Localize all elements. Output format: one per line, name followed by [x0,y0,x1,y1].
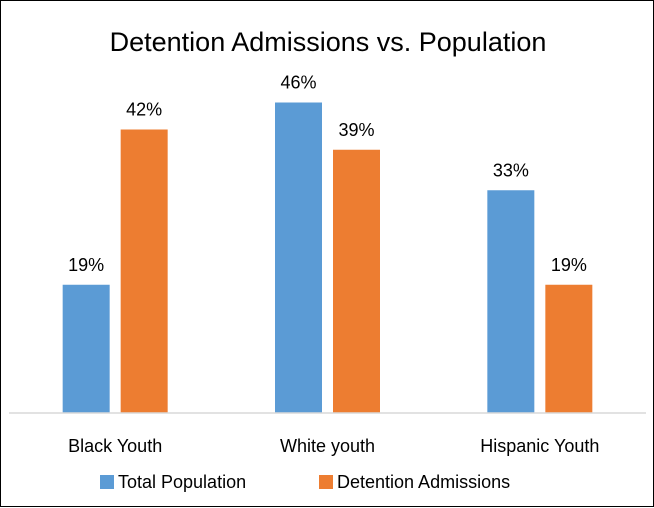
bars-layer [62,102,593,413]
legend: Total Population Detention Admissions [100,472,510,492]
data-label-detention-admissions-hispanic-youth: 19% [551,255,587,275]
category-label-black-youth: Black Youth [68,436,162,456]
bar-total-population-black-youth [62,284,110,413]
category-labels: Black Youth White youth Hispanic Youth [68,436,599,456]
legend-swatch-detention-admissions [319,475,333,489]
legend-label-total-population: Total Population [118,472,246,492]
category-label-white-youth: White youth [280,436,375,456]
legend-label-detention-admissions: Detention Admissions [337,472,510,492]
bar-total-population-white-youth [275,102,322,413]
data-label-total-population-white-youth: 46% [280,73,316,93]
bar-detention-admissions-hispanic-youth [545,284,593,413]
bar-total-population-hispanic-youth [487,190,535,413]
chart-title: Detention Admissions vs. Population [110,27,547,57]
data-label-total-population-black-youth: 19% [68,255,104,275]
data-labels-layer: 19% 42% 46% 39% 33% 19% [68,73,587,275]
category-label-hispanic-youth: Hispanic Youth [480,436,599,456]
data-label-total-population-hispanic-youth: 33% [493,160,529,180]
legend-swatch-total-population [100,475,114,489]
bar-detention-admissions-black-youth [120,129,168,413]
data-label-detention-admissions-white-youth: 39% [338,120,374,140]
data-label-detention-admissions-black-youth: 42% [126,100,162,120]
bar-detention-admissions-white-youth [333,149,380,413]
